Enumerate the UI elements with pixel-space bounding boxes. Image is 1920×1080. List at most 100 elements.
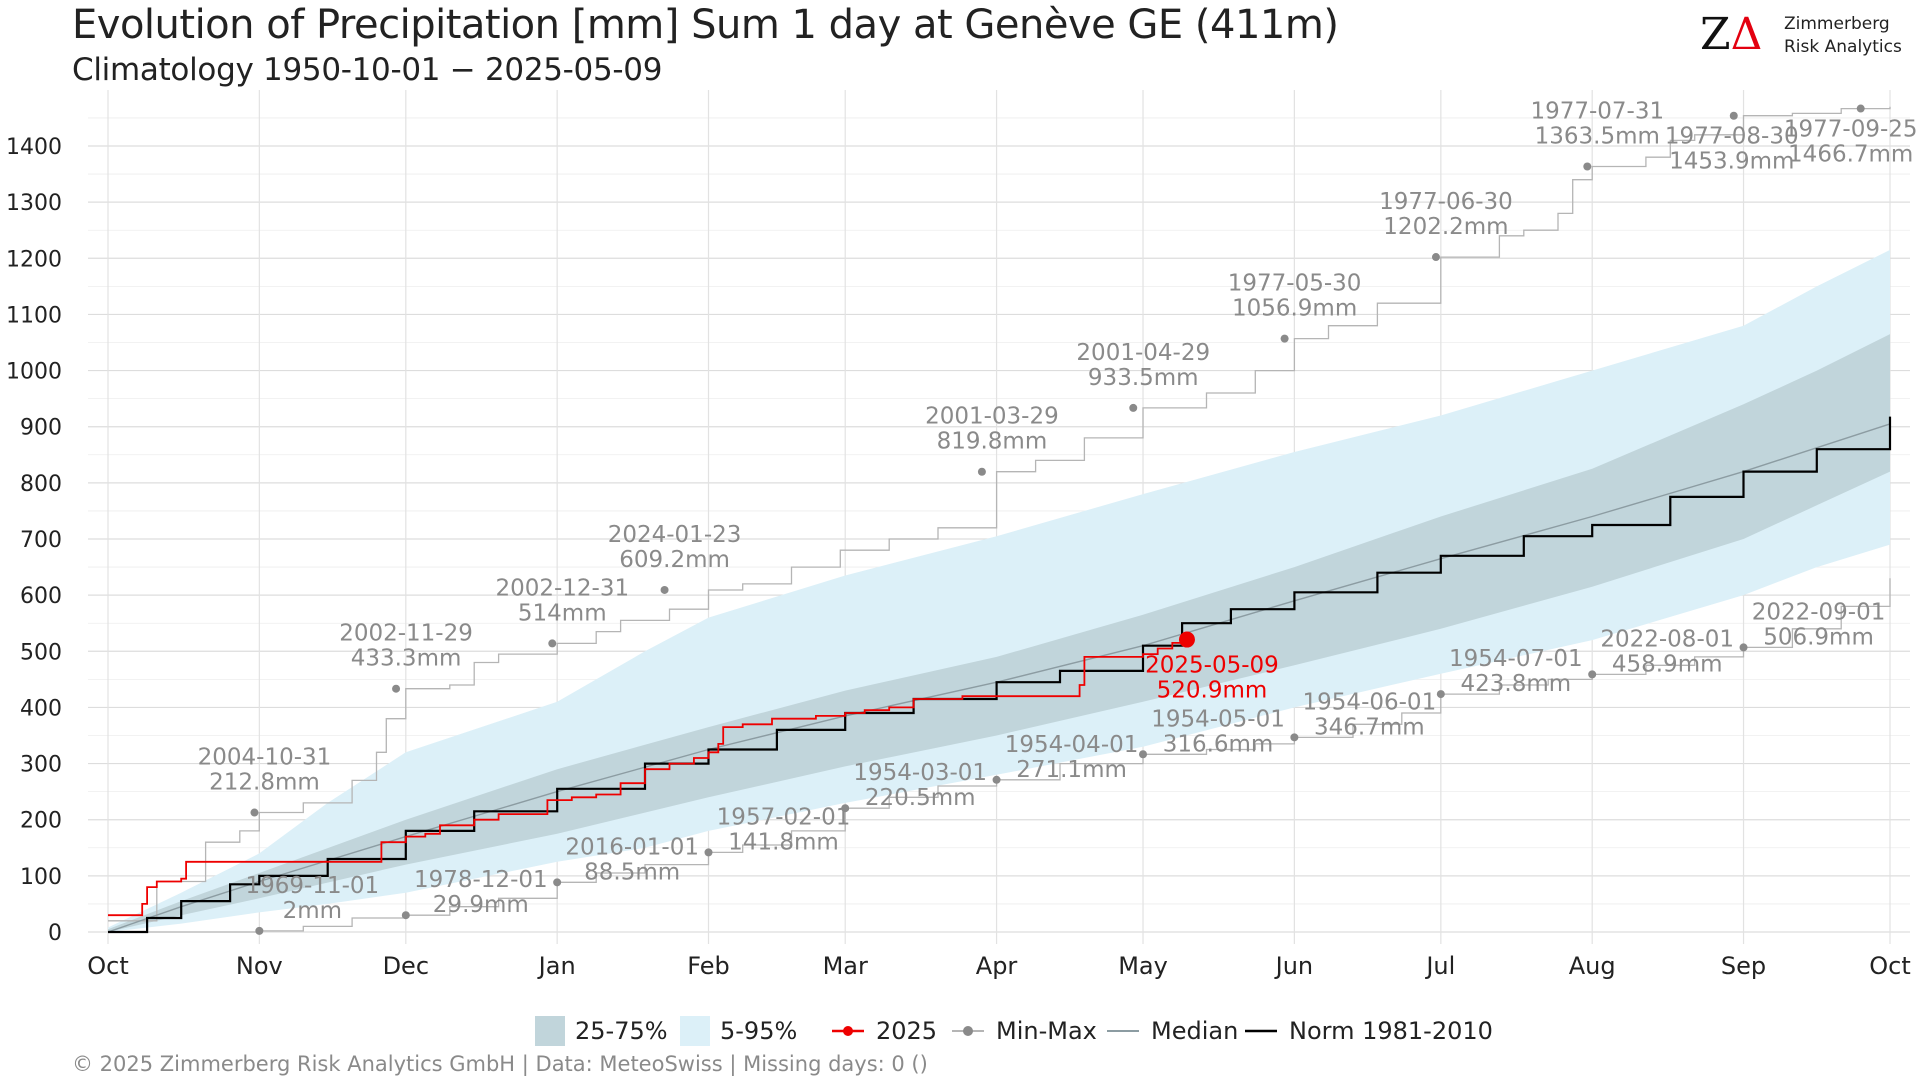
max-point bbox=[1431, 253, 1440, 262]
x-tick-label: Mar bbox=[823, 952, 868, 980]
x-tick-label: Jul bbox=[1424, 952, 1455, 980]
x-tick-label: May bbox=[1118, 952, 1168, 980]
max-annotation-date: 1977-07-31 bbox=[1530, 98, 1664, 124]
min-annotation-date: 2022-08-01 bbox=[1600, 626, 1734, 652]
max-annotation-value: 1056.9mm bbox=[1232, 296, 1357, 322]
annotation-points bbox=[250, 104, 1865, 935]
legend-label-p5-95: 5-95% bbox=[720, 1017, 798, 1045]
chart-title: Evolution of Precipitation [mm] Sum 1 da… bbox=[72, 2, 1339, 48]
max-annotation-value: 1453.9mm bbox=[1669, 149, 1794, 175]
max-point bbox=[548, 639, 557, 648]
min-point bbox=[841, 804, 850, 813]
company-logo: ZΔ Zimmerberg Risk Analytics bbox=[1700, 10, 1910, 60]
series-line-max bbox=[108, 106, 1891, 922]
min-annotation-value: 29.9mm bbox=[433, 892, 529, 918]
max-annotation-date: 1977-06-30 bbox=[1379, 189, 1513, 215]
min-annotation-date: 2016-01-01 bbox=[565, 834, 699, 860]
max-annotation-value: 1363.5mm bbox=[1535, 123, 1660, 149]
series-line-min bbox=[108, 578, 1891, 933]
logo-text-line1: Zimmerberg bbox=[1784, 14, 1890, 34]
y-tick-label: 500 bbox=[20, 640, 62, 665]
legend-item-norm: Norm 1981-2010 bbox=[1243, 1014, 1493, 1048]
min-annotation-value: 2mm bbox=[283, 898, 342, 924]
min-annotation-date: 1954-05-01 bbox=[1151, 706, 1285, 732]
y-tick-label: 200 bbox=[20, 809, 62, 834]
max-annotation-value: 819.8mm bbox=[937, 429, 1048, 455]
max-annotation-value: 1202.2mm bbox=[1383, 214, 1508, 240]
legend-swatch-current bbox=[832, 1026, 864, 1036]
y-tick-label: 600 bbox=[20, 584, 62, 609]
max-annotation-value: 514mm bbox=[518, 600, 607, 626]
y-tick-label: 300 bbox=[20, 753, 62, 778]
min-annotation-date: 2022-09-01 bbox=[1752, 599, 1886, 625]
chart-subtitle: Climatology 1950-10-01 − 2025-05-09 bbox=[72, 52, 663, 88]
logo-text-line2: Risk Analytics bbox=[1784, 37, 1902, 57]
min-annotation-value: 316.6mm bbox=[1163, 731, 1274, 757]
y-tick-label: 700 bbox=[20, 528, 62, 553]
min-annotation-date: 1957-02-01 bbox=[717, 804, 851, 830]
max-point bbox=[250, 808, 259, 817]
min-point bbox=[1139, 750, 1148, 759]
legend-label-median: Median bbox=[1151, 1017, 1239, 1045]
x-tick-label: Dec bbox=[383, 952, 429, 980]
min-point bbox=[255, 926, 264, 935]
legend-item-median: Median bbox=[1105, 1014, 1238, 1048]
max-annotation-value: 1466.7mm bbox=[1788, 142, 1913, 168]
x-tick-label: Jun bbox=[1274, 952, 1314, 980]
max-point bbox=[1856, 104, 1865, 113]
legend-item-minmax: Min-Max bbox=[950, 1014, 1097, 1048]
min-annotation-date: 1954-03-01 bbox=[853, 760, 987, 786]
x-tick-label: Feb bbox=[687, 952, 730, 980]
min-annotation-date: 1954-07-01 bbox=[1449, 646, 1583, 672]
legend-swatch-norm bbox=[1245, 1029, 1277, 1033]
legend-label-current: 2025 bbox=[876, 1017, 938, 1045]
series-line-2025 bbox=[108, 639, 1188, 917]
logo-mark-z: Z bbox=[1700, 9, 1731, 60]
min-annotation-date: 1954-06-01 bbox=[1303, 689, 1437, 715]
legend-swatch-median bbox=[1107, 1030, 1139, 1032]
min-point bbox=[1290, 733, 1299, 742]
legend-item-current: 2025 bbox=[830, 1014, 937, 1048]
y-tick-label: 900 bbox=[20, 416, 62, 441]
y-tick-label: 1000 bbox=[6, 360, 62, 385]
min-annotation-date: 1954-04-01 bbox=[1005, 732, 1139, 758]
y-tick-label: 1400 bbox=[6, 135, 62, 160]
percentile-bands bbox=[108, 249, 1890, 933]
max-annotation-date: 2001-03-29 bbox=[925, 404, 1059, 430]
legend-swatch-p5-95 bbox=[680, 1016, 710, 1046]
min-point bbox=[704, 848, 713, 857]
band-25-75 bbox=[108, 334, 1890, 933]
max-annotation-date: 2024-01-23 bbox=[608, 522, 742, 548]
max-annotation-date: 1977-05-30 bbox=[1228, 271, 1362, 297]
max-annotation-date: 1977-09-25 bbox=[1784, 117, 1918, 143]
legend-item-iqr: 25-75% bbox=[535, 1014, 668, 1048]
legend-swatch-iqr bbox=[535, 1016, 565, 1046]
y-tick-label: 100 bbox=[20, 865, 62, 890]
x-tick-label: Oct bbox=[1869, 952, 1911, 980]
max-annotation-date: 2002-11-29 bbox=[339, 621, 473, 647]
min-annotation-value: 346.7mm bbox=[1314, 714, 1425, 740]
max-annotation-date: 2001-04-29 bbox=[1076, 340, 1210, 366]
series-line-norm bbox=[108, 416, 1892, 934]
current-point bbox=[1178, 631, 1195, 648]
min-point bbox=[401, 911, 410, 920]
max-point bbox=[1583, 162, 1592, 171]
min-annotation-value: 220.5mm bbox=[865, 785, 976, 811]
min-point bbox=[1436, 690, 1445, 699]
x-tick-label: Sep bbox=[1721, 952, 1766, 980]
min-point bbox=[553, 878, 562, 887]
x-tick-label: Oct bbox=[87, 952, 129, 980]
y-tick-label: 400 bbox=[20, 696, 62, 721]
current-annotation-date: 2025-05-09 bbox=[1145, 653, 1279, 679]
min-annotation-value: 506.9mm bbox=[1763, 624, 1874, 650]
x-tick-label: Aug bbox=[1569, 952, 1616, 980]
max-point bbox=[1729, 111, 1738, 120]
y-tick-label: 0 bbox=[48, 921, 62, 946]
min-point bbox=[992, 775, 1001, 784]
min-annotation-value: 458.9mm bbox=[1612, 651, 1723, 677]
max-point bbox=[1280, 334, 1289, 343]
max-point bbox=[392, 684, 401, 693]
min-point bbox=[1739, 643, 1748, 652]
